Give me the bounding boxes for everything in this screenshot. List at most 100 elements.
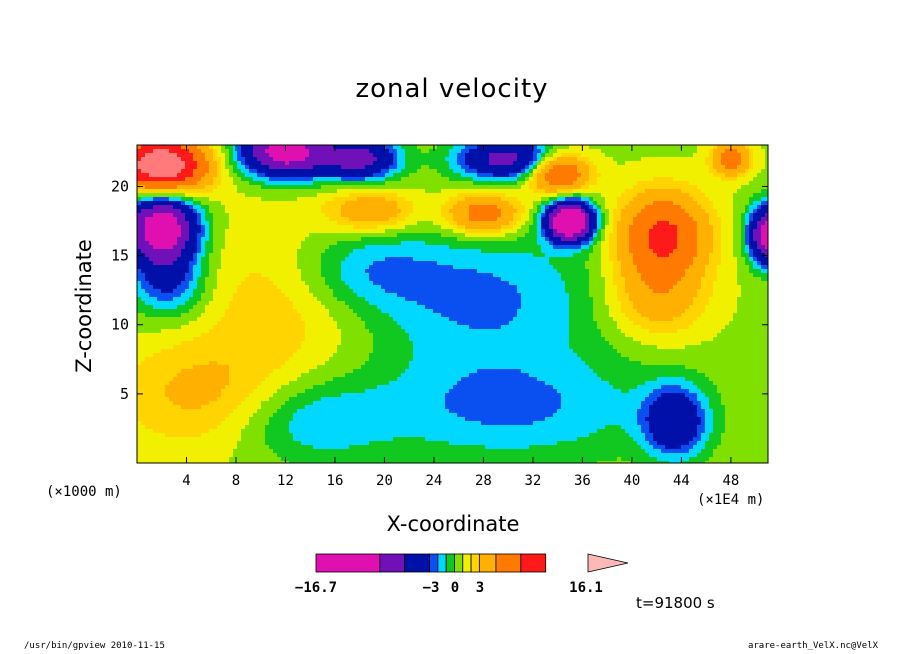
- field-cell: [161, 225, 166, 230]
- field-cell: [281, 225, 286, 230]
- field-cell: [381, 257, 386, 262]
- field-cell: [253, 149, 258, 154]
- field-cell: [177, 269, 182, 274]
- field-cell: [301, 205, 306, 210]
- field-cell: [209, 221, 214, 226]
- field-cell: [173, 261, 178, 266]
- field-cell: [657, 245, 662, 250]
- field-cell: [721, 249, 726, 254]
- field-cell: [729, 217, 734, 222]
- field-cell: [373, 253, 378, 258]
- field-cell: [537, 221, 542, 226]
- field-cell: [161, 205, 166, 210]
- field-cell: [721, 217, 726, 222]
- field-cell: [229, 261, 234, 266]
- field-cell: [301, 261, 306, 266]
- field-cell: [161, 193, 166, 198]
- field-cell: [565, 169, 570, 174]
- field-cell: [193, 189, 198, 194]
- field-cell: [689, 201, 694, 206]
- field-cell: [501, 249, 506, 254]
- field-cell: [569, 153, 574, 158]
- field-cell: [289, 169, 294, 174]
- field-cell: [757, 177, 762, 182]
- field-cell: [373, 173, 378, 178]
- field-cell: [461, 225, 466, 230]
- field-cell: [253, 261, 258, 266]
- field-cell: [293, 185, 298, 190]
- field-cell: [533, 157, 538, 162]
- field-cell: [373, 245, 378, 250]
- field-cell: [277, 221, 282, 226]
- field-cell: [645, 181, 650, 186]
- field-cell: [369, 209, 374, 214]
- field-cell: [217, 201, 222, 206]
- field-cell: [357, 225, 362, 230]
- field-cell: [157, 177, 162, 182]
- field-cell: [709, 161, 714, 166]
- field-cell: [145, 197, 150, 202]
- field-cell: [281, 185, 286, 190]
- field-cell: [697, 157, 702, 162]
- field-cell: [441, 169, 446, 174]
- field-cell: [277, 165, 282, 170]
- field-cell: [413, 221, 418, 226]
- field-cell: [369, 241, 374, 246]
- field-cell: [321, 217, 326, 222]
- field-cell: [657, 237, 662, 242]
- field-cell: [673, 149, 678, 154]
- field-cell: [665, 205, 670, 210]
- field-cell: [601, 229, 606, 234]
- field-cell: [285, 165, 290, 170]
- field-cell: [477, 229, 482, 234]
- field-cell: [697, 165, 702, 170]
- field-cell: [729, 165, 734, 170]
- field-cell: [557, 145, 562, 150]
- field-cell: [745, 205, 750, 210]
- field-cell: [533, 193, 538, 198]
- field-cell: [741, 261, 746, 266]
- field-cell: [321, 185, 326, 190]
- field-cell: [721, 153, 726, 158]
- field-cell: [749, 205, 754, 210]
- field-cell: [705, 213, 710, 218]
- field-cell: [373, 157, 378, 162]
- field-cell: [649, 209, 654, 214]
- field-cell: [573, 245, 578, 250]
- field-cell: [157, 253, 162, 258]
- field-cell: [605, 245, 610, 250]
- field-cell: [705, 177, 710, 182]
- field-cell: [229, 189, 234, 194]
- field-cell: [205, 181, 210, 186]
- field-cell: [653, 169, 658, 174]
- field-cell: [473, 249, 478, 254]
- field-cell: [489, 193, 494, 198]
- field-cell: [465, 177, 470, 182]
- field-cell: [381, 173, 386, 178]
- field-cell: [341, 185, 346, 190]
- field-cell: [353, 197, 358, 202]
- field-cell: [745, 177, 750, 182]
- field-cell: [465, 237, 470, 242]
- field-cell: [321, 161, 326, 166]
- field-cell: [645, 173, 650, 178]
- field-cell: [493, 157, 498, 162]
- field-cell: [353, 253, 358, 258]
- field-cell: [437, 221, 442, 226]
- field-cell: [677, 265, 682, 270]
- field-cell: [709, 185, 714, 190]
- field-cell: [721, 157, 726, 162]
- field-cell: [429, 177, 434, 182]
- field-cell: [353, 145, 358, 150]
- field-cell: [213, 165, 218, 170]
- field-cell: [545, 193, 550, 198]
- field-cell: [325, 217, 330, 222]
- field-cell: [613, 161, 618, 166]
- field-cell: [173, 165, 178, 170]
- field-cell: [645, 257, 650, 262]
- field-cell: [605, 177, 610, 182]
- field-cell: [681, 201, 686, 206]
- field-cell: [669, 161, 674, 166]
- field-cell: [269, 157, 274, 162]
- field-cell: [365, 257, 370, 262]
